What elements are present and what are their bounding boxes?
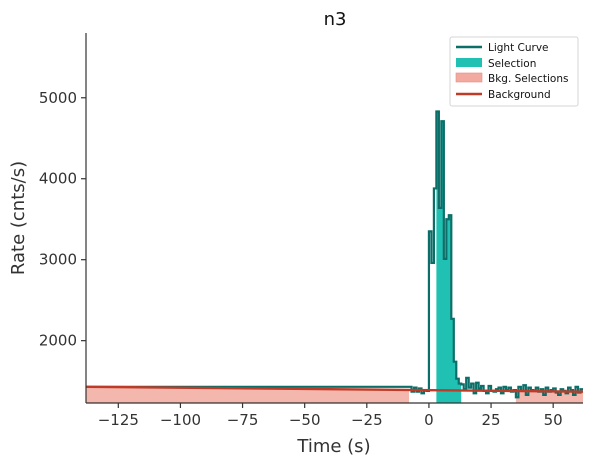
x-tick-label: 50 [544, 411, 563, 429]
legend-background-label: Background [488, 89, 551, 101]
x-tick-label: −50 [289, 411, 321, 429]
legend-bkg-selections-swatch [455, 72, 483, 83]
x-tick-label: −125 [98, 411, 139, 429]
legend: Light Curve Selection Bkg. Selections Ba… [449, 36, 579, 107]
y-tick-label: 5000 [39, 89, 77, 107]
light-curve-series [86, 110, 583, 399]
y-tick-label: 2000 [39, 332, 77, 350]
y-axis-label: Rate (cnts/s) [8, 161, 29, 275]
x-tick-label: −100 [160, 411, 201, 429]
x-tick-label: −25 [351, 411, 383, 429]
plot-area [85, 110, 584, 403]
legend-selection-label: Selection [488, 58, 536, 70]
background-line [85, 385, 584, 393]
x-tick-label: 25 [482, 411, 501, 429]
chart-title: n3 [324, 9, 347, 30]
selection-region-0 [436, 111, 462, 403]
y-tick-label: 3000 [39, 251, 77, 269]
x-axis-ticks: −125 −100 −75 −50 −25 0 25 50 [98, 403, 563, 429]
x-axis-label: Time (s) [296, 436, 370, 457]
y-tick-label: 4000 [39, 170, 77, 188]
x-tick-label: 0 [424, 411, 434, 429]
legend-box [449, 36, 579, 107]
legend-light-curve-label: Light Curve [488, 42, 549, 54]
legend-bkg-selections-label: Bkg. Selections [488, 73, 568, 85]
x-tick-label: −75 [227, 411, 259, 429]
legend-selection-swatch [456, 58, 482, 67]
bkg-selection-region-0 [86, 386, 410, 403]
y-axis-ticks: 2000 3000 4000 5000 [39, 89, 86, 350]
